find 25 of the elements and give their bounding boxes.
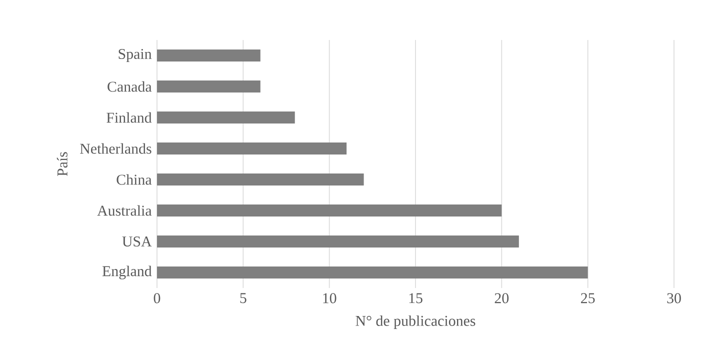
x-tick-label: 0 <box>154 293 160 304</box>
bar <box>157 204 502 217</box>
y-axis-title: País <box>56 152 68 176</box>
y-tick-label: Finland <box>106 112 152 123</box>
x-tick-label: 10 <box>323 293 336 304</box>
bar <box>157 266 588 279</box>
y-tick-label: Canada <box>108 81 152 92</box>
y-tick-label: England <box>102 266 152 280</box>
x-axis-title: N° de publicaciones <box>356 315 476 329</box>
y-tick-label: Australia <box>97 205 152 216</box>
bar <box>157 236 519 248</box>
bar <box>157 50 260 62</box>
y-tick-label: USA <box>122 236 152 247</box>
x-tick-label: 5 <box>240 293 246 304</box>
y-tick-label: Netherlands <box>80 143 152 154</box>
bar <box>157 174 364 186</box>
bar <box>157 80 260 93</box>
x-tick-label: 20 <box>494 293 509 304</box>
y-tick-label: Spain <box>118 48 152 62</box>
y-tick-label: China <box>116 174 152 185</box>
x-tick-label: 15 <box>409 293 422 304</box>
bar <box>157 142 347 155</box>
x-tick-label: 25 <box>581 293 595 304</box>
x-tick-label: 30 <box>667 293 681 304</box>
bar <box>157 112 295 124</box>
